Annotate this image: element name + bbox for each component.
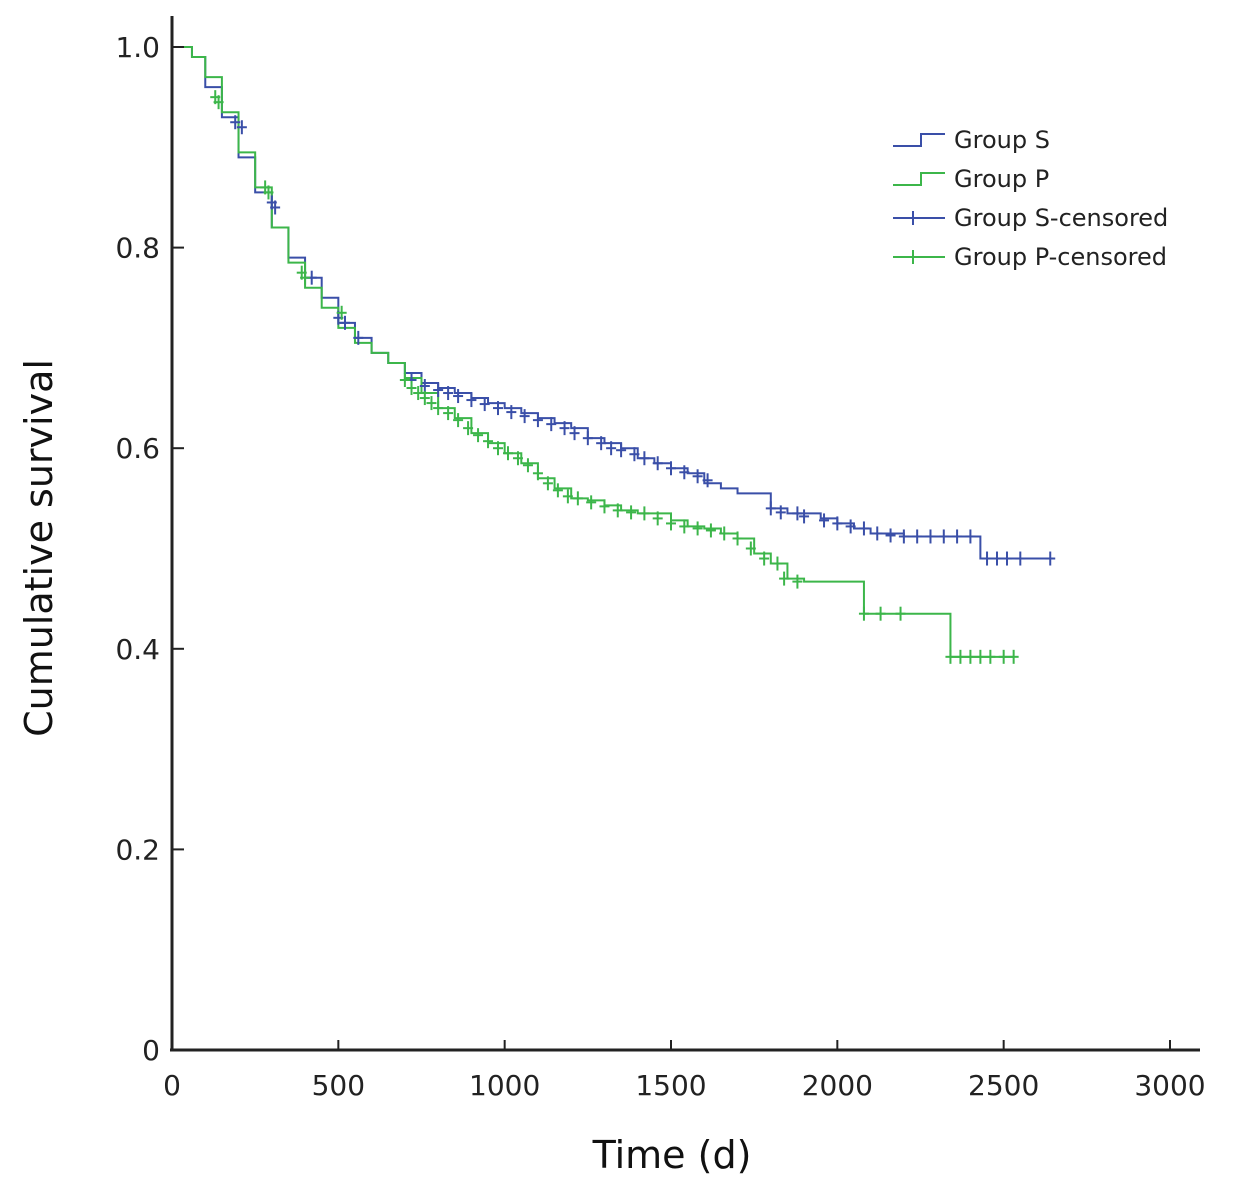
- x-axis-title: Time (d): [592, 1133, 752, 1177]
- x-tick-label: 500: [312, 1069, 365, 1102]
- legend-item: Group S: [893, 126, 1050, 154]
- x-tick-label: 2500: [968, 1069, 1039, 1102]
- legend-item: Group P: [893, 165, 1049, 193]
- ticks: 0 500 1000 1500 2000 2500 3000 0 0.2 0.4 0.6 0.8 1.0: [115, 31, 1205, 1102]
- censored-marks-group-s: [230, 115, 1056, 566]
- series-line-group-s: [172, 46, 1054, 560]
- y-tick-label: 0: [142, 1034, 160, 1067]
- legend-item: Group S-censored: [893, 204, 1168, 232]
- y-tick-label: 0.2: [115, 833, 160, 866]
- y-tick-label: 0.6: [115, 432, 160, 465]
- y-tick-label: 0.8: [115, 232, 160, 265]
- x-tick-label: 1500: [635, 1069, 706, 1102]
- legend-label: Group S: [954, 126, 1050, 154]
- legend-swatch: [893, 172, 945, 186]
- x-tick-label: 1000: [469, 1069, 540, 1102]
- legend-label: Group P: [954, 165, 1049, 193]
- legend: Group S Group P Group S-censored Group P-ce…: [893, 126, 1168, 271]
- legend-label: Group P-censored: [954, 243, 1167, 271]
- legend-label: Group S-censored: [954, 204, 1168, 232]
- series-line-group-p: [172, 46, 1014, 658]
- y-tick-label: 1.0: [115, 31, 160, 64]
- y-axis-title: Cumulative survival: [17, 359, 61, 737]
- censored-marks-group-p: [210, 90, 1019, 664]
- y-tick-label: 0.4: [115, 633, 160, 666]
- x-tick-label: 2000: [802, 1069, 873, 1102]
- axes: [170, 16, 1200, 1052]
- x-tick-label: 3000: [1134, 1069, 1205, 1102]
- legend-swatch: [893, 133, 945, 147]
- legend-item: Group P-censored: [893, 243, 1167, 271]
- x-tick-label: 0: [163, 1069, 181, 1102]
- plot-area: [172, 46, 1056, 664]
